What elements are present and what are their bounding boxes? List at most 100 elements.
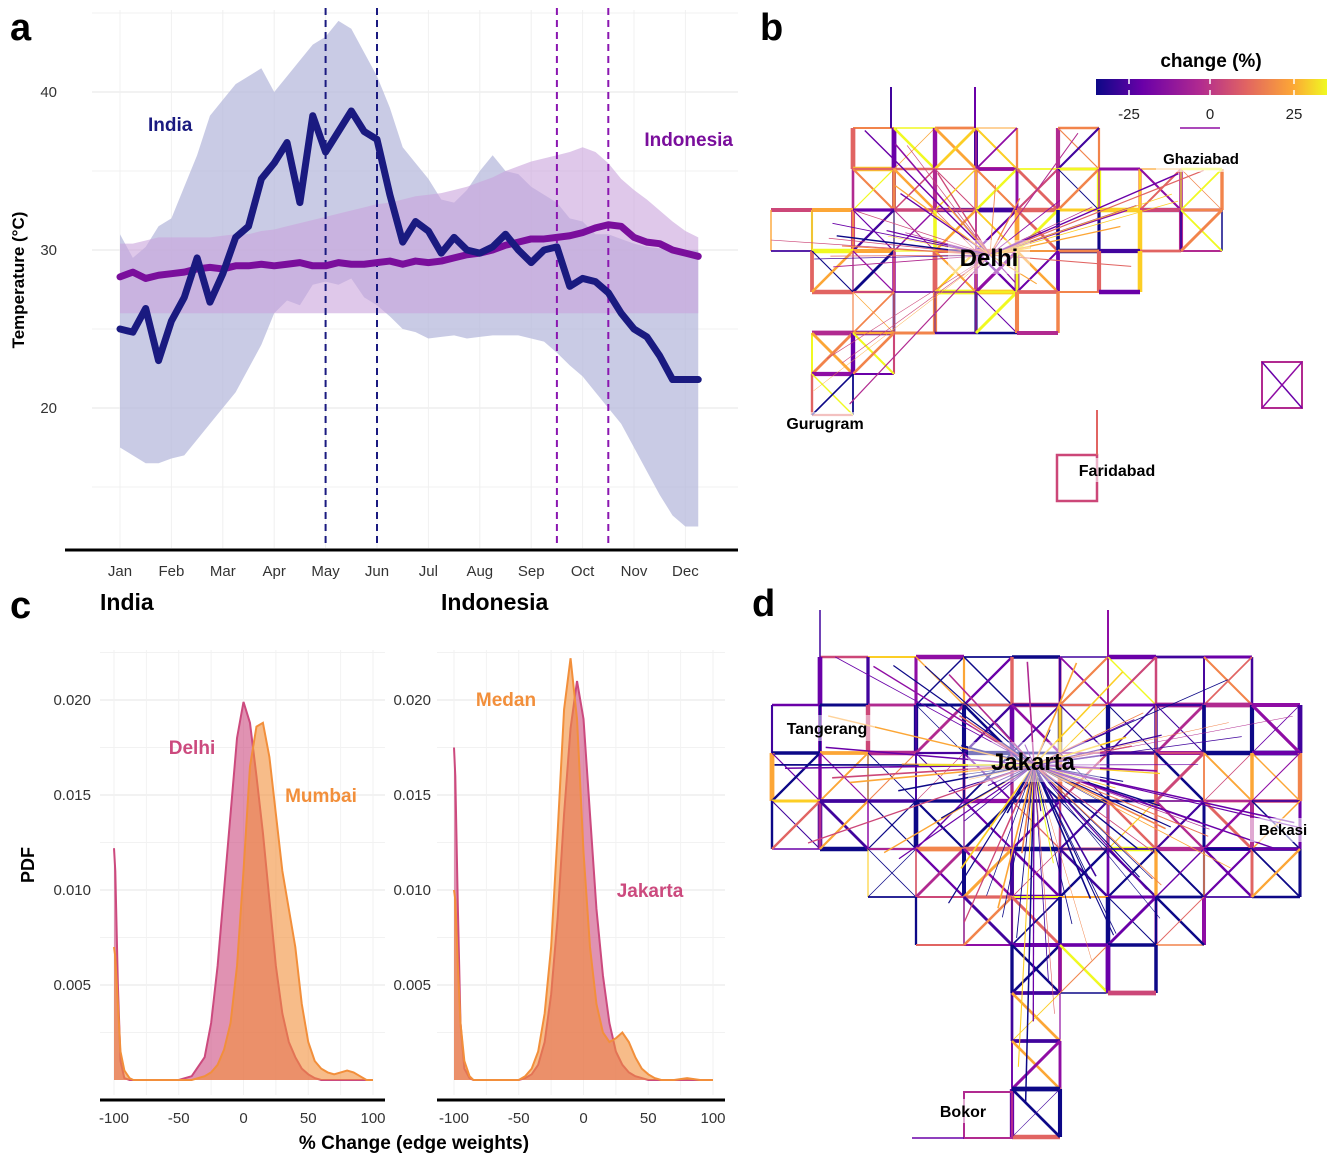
edge [989, 225, 1121, 256]
edge [1033, 764, 1073, 925]
edge [1203, 848, 1253, 898]
edge [832, 222, 991, 256]
edge [1017, 764, 1035, 1067]
label-india: India [148, 115, 193, 136]
panel-b-letter: b [760, 7, 783, 49]
edge [1033, 764, 1172, 828]
edge [987, 764, 1035, 786]
edge [1180, 168, 1223, 211]
edge [989, 200, 1179, 256]
edge [1032, 764, 1035, 1022]
x-tick-label: Dec [672, 563, 699, 580]
city-label-delhi: Delhi [960, 245, 1019, 272]
x-tick-label: 100 [700, 1110, 725, 1127]
x-tick-label: Oct [571, 563, 595, 580]
edge [832, 764, 1035, 779]
panel-d-edges [769, 610, 1303, 1140]
edge [886, 230, 991, 256]
panel-c-areas [113, 658, 713, 1081]
x-tick-label: 0 [579, 1110, 587, 1127]
edge [1033, 671, 1124, 766]
edge [852, 168, 895, 211]
edge [1203, 656, 1253, 706]
edge [937, 172, 991, 256]
edge [963, 704, 1013, 754]
x-tick-label: -100 [439, 1110, 469, 1127]
panel-d-jakarta-network: Jakarta Tangerang Bekasi Bokor [769, 610, 1312, 1140]
edge [1251, 848, 1301, 898]
edge [893, 665, 1035, 766]
line-indonesia [116, 221, 702, 282]
edge [974, 249, 1019, 294]
edge [898, 764, 1035, 792]
edge [811, 250, 854, 293]
y-tick-label: 40 [40, 84, 57, 101]
edge [1155, 896, 1205, 946]
edge [1011, 704, 1061, 754]
edge [828, 237, 991, 256]
edge [807, 764, 1035, 844]
density-area-medan [454, 658, 713, 1080]
panel-a-ylabel: Temperature (°C) [9, 212, 28, 349]
edge [813, 254, 991, 391]
x-tick-label: -50 [168, 1110, 190, 1127]
edge [841, 254, 991, 364]
edge [1033, 764, 1042, 812]
edge [934, 168, 977, 211]
x-tick-label: 0 [239, 1110, 247, 1127]
density-line-mumbai [113, 721, 373, 1081]
edge [997, 764, 1035, 909]
city-label-jakarta: Jakarta [991, 749, 1076, 776]
edge [1001, 764, 1035, 918]
label-delhi: Delhi [169, 738, 215, 759]
x-tick-label: Aug [466, 563, 493, 580]
y-tick-label: 20 [40, 400, 57, 417]
x-tick-label: 100 [360, 1110, 385, 1127]
edge [1016, 764, 1035, 938]
edge [841, 245, 991, 256]
y-tick-label: 0.005 [393, 977, 431, 994]
edge [1033, 764, 1162, 886]
edge [1033, 764, 1161, 919]
edge [867, 752, 917, 802]
edge [963, 656, 1013, 706]
edge [893, 127, 936, 170]
edge [963, 752, 1013, 802]
edge [864, 129, 991, 256]
edge [893, 168, 936, 211]
edge [853, 210, 991, 256]
panel-c-letter: c [10, 585, 31, 627]
edge [849, 254, 991, 405]
line-india [116, 107, 702, 384]
edge [1033, 764, 1106, 805]
city-label-faridabad: Faridabad [1079, 463, 1155, 480]
x-tick-label: 50 [300, 1110, 317, 1127]
edge [1059, 800, 1109, 850]
edge [1107, 704, 1157, 754]
edge [960, 764, 1035, 869]
edge [947, 206, 991, 256]
x-tick-label: -50 [508, 1110, 530, 1127]
edge [1033, 764, 1116, 789]
edge [852, 209, 895, 252]
y-tick-label: 0.015 [393, 787, 431, 804]
x-tick-label: Nov [621, 563, 648, 580]
edge [971, 726, 1035, 766]
edge [1059, 704, 1109, 754]
edge [915, 848, 965, 898]
edge [934, 127, 977, 170]
edge [1057, 127, 1100, 170]
x-tick-label: Sep [518, 563, 545, 580]
panel-a-series-lines [116, 107, 702, 384]
y-tick-label: 0.020 [53, 692, 91, 709]
edge [989, 169, 1204, 256]
edge [989, 254, 1132, 267]
edge [1011, 896, 1061, 946]
panel-d-letter: d [752, 583, 775, 625]
edge [836, 235, 991, 256]
edge [974, 290, 1019, 335]
edge [833, 254, 991, 268]
label-indonesia: Indonesia [644, 130, 733, 151]
edge [1033, 662, 1078, 766]
edge [1261, 361, 1303, 409]
